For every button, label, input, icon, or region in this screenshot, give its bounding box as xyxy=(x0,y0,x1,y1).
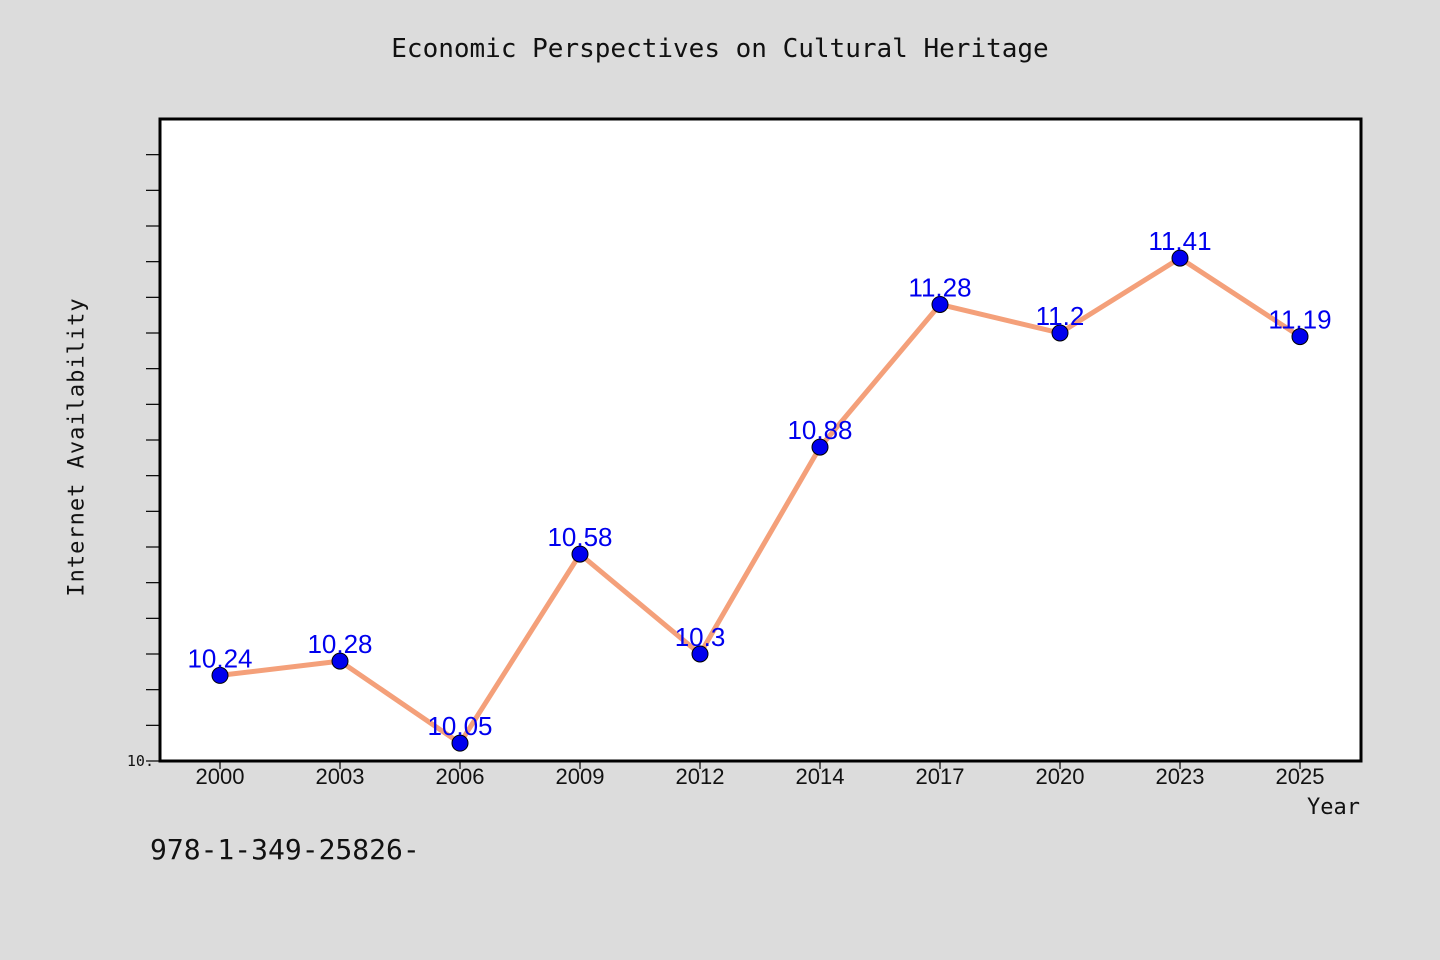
x-tick-label: 2009 xyxy=(556,764,605,789)
data-label: 10.28 xyxy=(307,629,372,659)
data-point xyxy=(1291,328,1309,346)
data-point xyxy=(931,295,949,313)
data-point xyxy=(451,734,469,752)
footer-code: 978-1-349-25826- xyxy=(150,833,420,866)
data-label: 10.24 xyxy=(187,643,252,673)
data-point xyxy=(331,652,349,670)
x-axis-label: Year xyxy=(1307,795,1360,820)
y-tick-label: 10. xyxy=(127,752,154,770)
data-point xyxy=(1051,324,1069,342)
data-label: 11.19 xyxy=(1268,305,1331,335)
x-tick-label: 2017 xyxy=(916,764,965,789)
x-tick-label: 2014 xyxy=(796,764,845,789)
data-label: 10.88 xyxy=(787,415,852,445)
data-label: 10.05 xyxy=(427,711,492,741)
data-label: 11.2 xyxy=(1036,301,1085,331)
chart-title: Economic Perspectives on Cultural Herita… xyxy=(391,34,1049,64)
data-label: 10.3 xyxy=(675,622,726,652)
x-tick-label: 2023 xyxy=(1156,764,1205,789)
x-tick-label: 2025 xyxy=(1276,764,1325,789)
y-axis-label: Internet Availability xyxy=(64,297,90,597)
data-point xyxy=(691,645,709,663)
x-tick-label: 2020 xyxy=(1036,764,1085,789)
data-label: 11.41 xyxy=(1148,226,1211,256)
series-line xyxy=(219,255,1302,746)
x-tick-label: 2012 xyxy=(676,764,725,789)
data-point xyxy=(811,438,829,456)
data-label: 11.28 xyxy=(908,272,971,302)
x-tick-label: 2000 xyxy=(196,764,245,789)
data-point xyxy=(571,545,589,563)
x-tick-label: 2006 xyxy=(436,764,485,789)
data-point xyxy=(211,666,229,684)
plot-area xyxy=(158,117,1363,763)
x-tick-label: 2003 xyxy=(316,764,365,789)
data-point xyxy=(1171,249,1189,267)
data-label: 10.58 xyxy=(547,522,612,552)
